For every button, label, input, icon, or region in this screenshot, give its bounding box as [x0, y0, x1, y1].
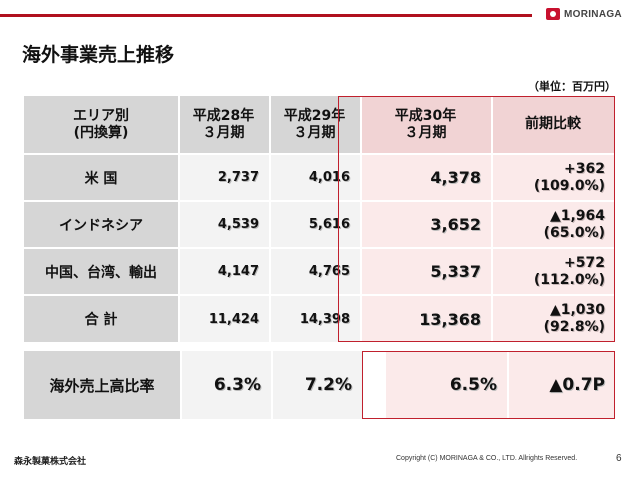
- value-fy2016: 2,737: [178, 155, 269, 200]
- column-divider: [507, 351, 509, 419]
- ratio-change: ▲0.7P: [509, 351, 615, 419]
- header-fy2018-text: 平成30年 ３月期: [394, 107, 457, 141]
- value-fy2018: 5,337: [360, 249, 491, 294]
- ratio-fy2017: 7.2%: [273, 351, 362, 419]
- table-row: 米 国 2,737 4,016 4,378 +362 (109.0%): [24, 155, 615, 200]
- column-divider: [178, 96, 180, 342]
- value-fy2017: 4,016: [269, 155, 360, 200]
- yoy-diff: +572: [564, 254, 605, 271]
- yoy-change: +362 (109.0%): [491, 155, 615, 200]
- row-label: インドネシア: [24, 202, 178, 247]
- ratio-label: 海外売上高比率: [24, 351, 180, 419]
- yoy-change: +572 (112.0%): [491, 249, 615, 294]
- yoy-change: ▲1,964 (65.0%): [491, 202, 615, 247]
- value-fy2017: 4,765: [269, 249, 360, 294]
- value-fy2018: 13,368: [360, 296, 491, 342]
- angel-logo-icon: [546, 8, 560, 20]
- value-fy2016: 11,424: [178, 296, 269, 342]
- yoy-pct: (92.8%): [543, 319, 605, 335]
- value-fy2016: 4,539: [178, 202, 269, 247]
- header-fy2017-text: 平成29年 ３月期: [283, 107, 346, 141]
- column-divider: [271, 351, 273, 419]
- table-row: 中国、台湾、輸出 4,147 4,765 5,337 +572 (112.0%): [24, 249, 615, 294]
- header-fy2016: 平成28年 ３月期: [178, 96, 269, 153]
- logo-text: MORINAGA: [564, 8, 622, 20]
- row-label: 中国、台湾、輸出: [24, 249, 178, 294]
- table-row: インドネシア 4,539 5,616 3,652 ▲1,964 (65.0%): [24, 202, 615, 247]
- header-fy2017: 平成29年 ３月期: [269, 96, 360, 153]
- page-title: 海外事業売上推移: [22, 44, 175, 66]
- header-yoy-text: 前期比較: [525, 116, 581, 132]
- column-divider: [360, 96, 362, 342]
- value-fy2018: 4,378: [360, 155, 491, 200]
- header-area-text: エリア別 (円換算): [73, 107, 129, 141]
- yoy-pct: (112.0%): [533, 271, 605, 288]
- table-header-row: エリア別 (円換算) 平成28年 ３月期 平成29年 ３月期 平成30年 ３月期 前期比…: [24, 96, 615, 153]
- header-accent-bar: [0, 14, 532, 17]
- footer-company: 森永製菓株式会社: [14, 457, 87, 467]
- ratio-fy2016: 6.3%: [182, 351, 271, 419]
- value-fy2017: 14,398: [269, 296, 360, 342]
- value-fy2017: 5,616: [269, 202, 360, 247]
- ratio-fy2018: 6.5%: [386, 351, 507, 419]
- column-gap: [362, 351, 386, 419]
- yoy-diff: ▲1,964: [549, 207, 605, 224]
- header-area: エリア別 (円換算): [24, 96, 178, 153]
- yoy-diff: +362: [564, 160, 605, 177]
- row-label: 合 計: [24, 296, 178, 342]
- header-yoy: 前期比較: [491, 96, 615, 153]
- table-total-row: 合 計 11,424 14,398 13,368 ▲1,030 (92.8%): [24, 296, 615, 342]
- yoy-change: ▲1,030 (92.8%): [491, 296, 615, 342]
- value-fy2016: 4,147: [178, 249, 269, 294]
- header-fy2018: 平成30年 ３月期: [360, 96, 491, 153]
- company-logo: MORINAGA: [546, 8, 622, 20]
- column-divider: [180, 351, 182, 419]
- column-divider: [491, 96, 493, 342]
- column-divider: [269, 96, 271, 342]
- row-label: 米 国: [24, 155, 178, 200]
- overseas-ratio-row: 海外売上高比率 6.3% 7.2% 6.5% ▲0.7P: [24, 351, 615, 419]
- value-fy2018: 3,652: [360, 202, 491, 247]
- yoy-pct: (65.0%): [543, 224, 605, 241]
- yoy-pct: (109.0%): [533, 177, 605, 194]
- sales-table: エリア別 (円換算) 平成28年 ３月期 平成29年 ３月期 平成30年 ３月期 前期比…: [24, 96, 615, 342]
- unit-note: （単位：百万円）: [528, 80, 616, 93]
- yoy-diff: ▲1,030: [549, 302, 605, 318]
- header-fy2016-text: 平成28年 ３月期: [192, 107, 255, 141]
- page-number: 6: [616, 453, 622, 464]
- footer-copyright: Copyright (C) MORINAGA & CO., LTD. Allri…: [396, 455, 578, 462]
